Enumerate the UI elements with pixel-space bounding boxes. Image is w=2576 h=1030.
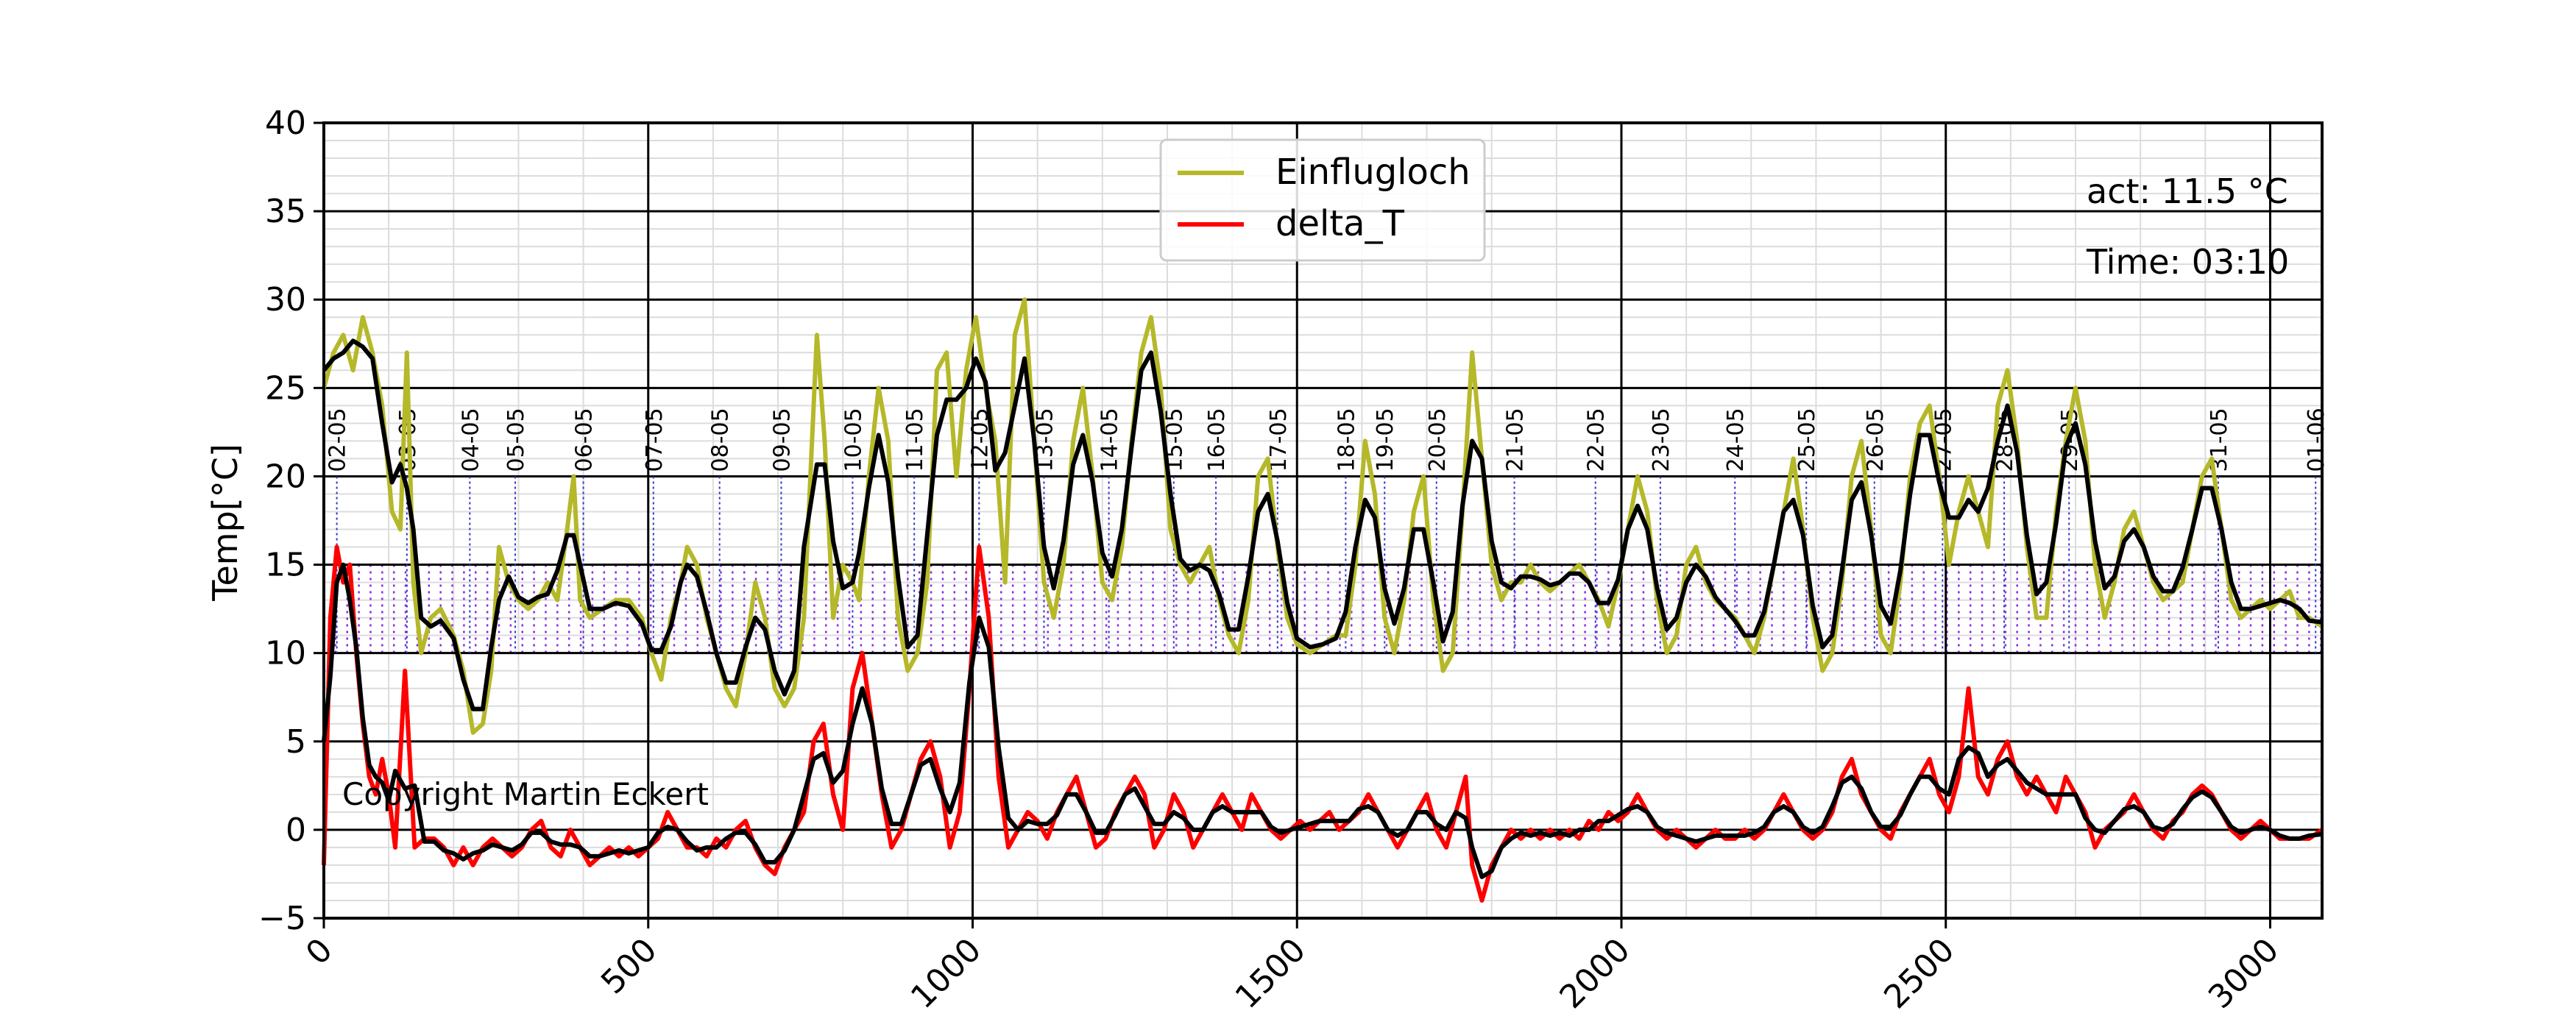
day-marker-label: 26-05 — [1863, 408, 1889, 472]
day-marker-label: 14-05 — [1097, 408, 1123, 472]
y-tick-label: 15 — [265, 547, 306, 584]
day-marker-label: 09-05 — [769, 408, 795, 472]
copyright-text: Copyright Martin Eckert — [342, 776, 709, 812]
y-axis-label: Temp[°C] — [205, 444, 245, 602]
legend-label-einflugloch: Einflugloch — [1275, 152, 1471, 193]
day-marker-label: 02-05 — [325, 408, 351, 472]
y-tick-label: 5 — [286, 723, 306, 761]
day-marker-label: 08-05 — [708, 408, 734, 472]
plot-frame — [322, 121, 2324, 920]
day-marker-label: 11-05 — [902, 408, 928, 472]
day-marker-label: 18-05 — [1334, 408, 1359, 472]
legend-box — [1159, 138, 1486, 262]
day-marker-label: 24-05 — [1723, 408, 1749, 472]
series-layer — [322, 297, 2324, 903]
day-marker-label: 05-05 — [503, 408, 529, 472]
day-marker-label: 21-05 — [1503, 408, 1529, 472]
day-marker-label: 19-05 — [1373, 408, 1398, 472]
day-marker-label: 01-06 — [2304, 408, 2329, 472]
day-marker-label: 23-05 — [1649, 408, 1674, 472]
y-tick-label: 0 — [286, 811, 306, 849]
time-text: Time: 03:10 — [2086, 242, 2289, 282]
y-tick-label: 20 — [265, 458, 306, 495]
day-marker-label: 10-05 — [841, 408, 866, 472]
day-marker-label: 25-05 — [1794, 408, 1820, 472]
day-marker-label: 04-05 — [458, 408, 484, 472]
y-tick-label: 35 — [265, 193, 306, 230]
actual-temperature-text: act: 11.5 °C — [2087, 171, 2288, 211]
y-tick-label: 25 — [265, 369, 306, 407]
day-marker-label: 22-05 — [1584, 408, 1610, 472]
day-marker-label: 20-05 — [1425, 408, 1451, 472]
y-tick-label: 40 — [265, 104, 306, 142]
series-line-einflugloch — [322, 297, 2324, 735]
day-markers: 02-05 03-05 04-05 05-05 06-05 07-05 08-05 09-05… — [325, 408, 2329, 653]
y-tick-label: 30 — [265, 281, 306, 319]
smoothed-line-delta-t — [322, 562, 2323, 879]
y-tick-label: 10 — [265, 635, 306, 672]
day-marker-label: 07-05 — [642, 408, 668, 472]
day-marker-label: 16-05 — [1204, 408, 1230, 472]
legend-label-delta-t: delta_T — [1275, 203, 1405, 244]
y-tick-label: −5 — [258, 900, 306, 937]
y-axis: −5 0 5 10 15 20 25 30 35 40 — [258, 104, 324, 937]
smoothed-line-einflugloch — [322, 338, 2323, 711]
legend: Einflugloch delta_T — [1159, 138, 1486, 262]
day-marker-label: 06-05 — [572, 408, 598, 472]
